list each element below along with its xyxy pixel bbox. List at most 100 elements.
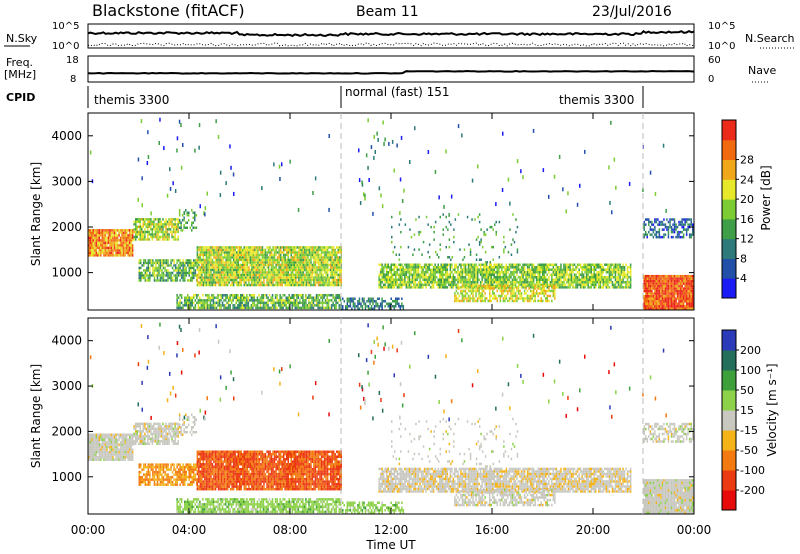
power-cell — [458, 299, 461, 303]
power-cell — [307, 263, 309, 267]
power-cell — [314, 263, 317, 267]
power-cell — [228, 261, 230, 264]
power-cell — [217, 266, 220, 269]
power-cell — [448, 281, 450, 284]
power-cell — [548, 289, 550, 293]
power-cell — [121, 229, 123, 232]
power-cell — [184, 301, 186, 305]
power-cell — [232, 248, 235, 252]
power-cell — [243, 258, 245, 262]
power-cell — [109, 244, 111, 247]
power-cell — [281, 276, 283, 279]
power-cell — [552, 268, 555, 271]
power-cell — [302, 248, 305, 252]
power-cell — [566, 281, 568, 284]
power-cell — [655, 287, 658, 290]
power-cell — [514, 271, 517, 274]
power-cell — [103, 251, 105, 255]
power-cell — [402, 273, 405, 276]
power-cell — [322, 278, 324, 282]
power-cell — [654, 289, 656, 293]
power-cell — [308, 299, 310, 302]
power-cell — [275, 273, 277, 277]
power-cell — [502, 297, 505, 300]
power-cell — [210, 261, 212, 264]
power-cell — [569, 268, 571, 271]
power-cell — [317, 253, 320, 257]
power-cell — [270, 296, 272, 299]
power-cell — [319, 261, 321, 264]
power-cell — [190, 259, 192, 262]
power-cell — [208, 306, 210, 310]
power-cell — [301, 283, 303, 287]
power-cell — [127, 236, 129, 240]
power-cell — [193, 294, 195, 297]
power-cell — [292, 283, 294, 287]
power-cell — [287, 299, 289, 302]
power-cell — [400, 245, 402, 249]
power-cell — [192, 216, 194, 219]
power-cell — [539, 271, 541, 274]
power-cell — [194, 274, 197, 277]
power-cell — [587, 278, 589, 281]
power-cell — [225, 268, 227, 272]
power-cell — [305, 304, 307, 307]
power-cell — [622, 263, 624, 266]
power-cell — [234, 281, 236, 284]
power-cell — [317, 251, 320, 254]
power-cell — [466, 299, 468, 303]
power-cell — [643, 279, 645, 283]
power-cell — [266, 271, 268, 274]
power-cell — [276, 283, 279, 287]
power-cell — [328, 268, 330, 272]
power-cell — [205, 248, 208, 252]
power-cell — [221, 304, 224, 307]
power-cell — [429, 278, 432, 281]
power-cell — [104, 236, 107, 240]
power-cell — [484, 287, 486, 290]
power-cell — [193, 261, 195, 265]
power-cell — [261, 263, 264, 267]
power-cell — [177, 296, 180, 299]
power-cell — [162, 218, 164, 221]
power-cell — [112, 254, 114, 257]
power-cell — [531, 276, 533, 279]
power-cell — [654, 295, 656, 298]
power-cell — [229, 306, 231, 310]
power-cell — [298, 268, 300, 272]
power-cell — [546, 273, 548, 276]
power-cell — [455, 284, 458, 288]
power-cell — [437, 281, 439, 284]
power-cell — [272, 248, 274, 252]
power-cell — [245, 258, 247, 262]
power-cell — [472, 289, 474, 293]
power-cell — [220, 251, 223, 254]
power-cell — [282, 248, 285, 252]
power-cell — [211, 304, 213, 307]
power-cell — [623, 266, 626, 269]
power-cell — [273, 258, 276, 262]
power-cell — [290, 271, 292, 274]
power-cell — [279, 281, 282, 284]
power-cell — [106, 244, 108, 247]
power-cell — [661, 289, 664, 293]
power-cell — [156, 279, 159, 282]
power-cell — [204, 273, 206, 277]
power-cell — [205, 301, 207, 305]
power-cell — [249, 278, 252, 282]
power-cell — [629, 268, 632, 271]
power-cell — [214, 281, 217, 284]
power-cell — [425, 266, 427, 269]
power-cell — [626, 283, 629, 287]
power-cell — [480, 228, 482, 231]
power-cell — [119, 249, 122, 252]
power-cell — [210, 251, 212, 254]
power-cell — [489, 268, 491, 271]
power-cell — [513, 294, 515, 298]
power-cell — [150, 259, 153, 262]
power-cell — [104, 234, 107, 237]
power-cell — [316, 266, 318, 269]
power-cell — [286, 261, 288, 264]
power-cell — [128, 239, 131, 242]
power-cell — [148, 238, 151, 241]
